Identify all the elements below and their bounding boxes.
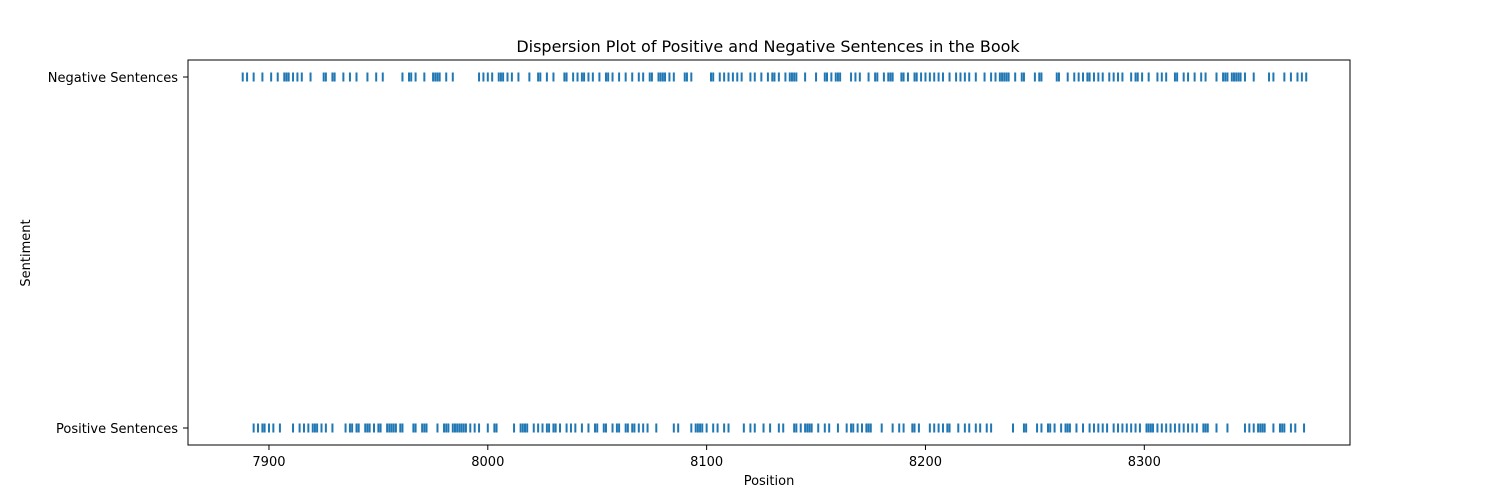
y-axis-ticks: Positive Sentences Negative Sentences: [48, 71, 188, 437]
chart-title: Dispersion Plot of Positive and Negative…: [516, 37, 1020, 56]
x-tick-label: 8300: [1128, 455, 1161, 470]
y-axis-label: Sentiment: [19, 219, 34, 286]
x-tick-label: 8200: [909, 455, 942, 470]
y-tick-label: Negative Sentences: [48, 71, 178, 86]
series-positive-sentences: [252, 423, 1306, 433]
x-axis-label: Position: [744, 474, 795, 489]
x-axis-ticks: 7900 8000 8100 8200 8300: [252, 445, 1161, 470]
x-tick-label: 7900: [252, 455, 285, 470]
series-negative-sentences: [241, 72, 1308, 82]
x-tick-label: 8000: [471, 455, 504, 470]
marks-layer: [241, 72, 1308, 433]
x-tick-label: 8100: [690, 455, 723, 470]
y-tick-label: Positive Sentences: [56, 422, 178, 437]
plot-frame: [187, 59, 1351, 446]
